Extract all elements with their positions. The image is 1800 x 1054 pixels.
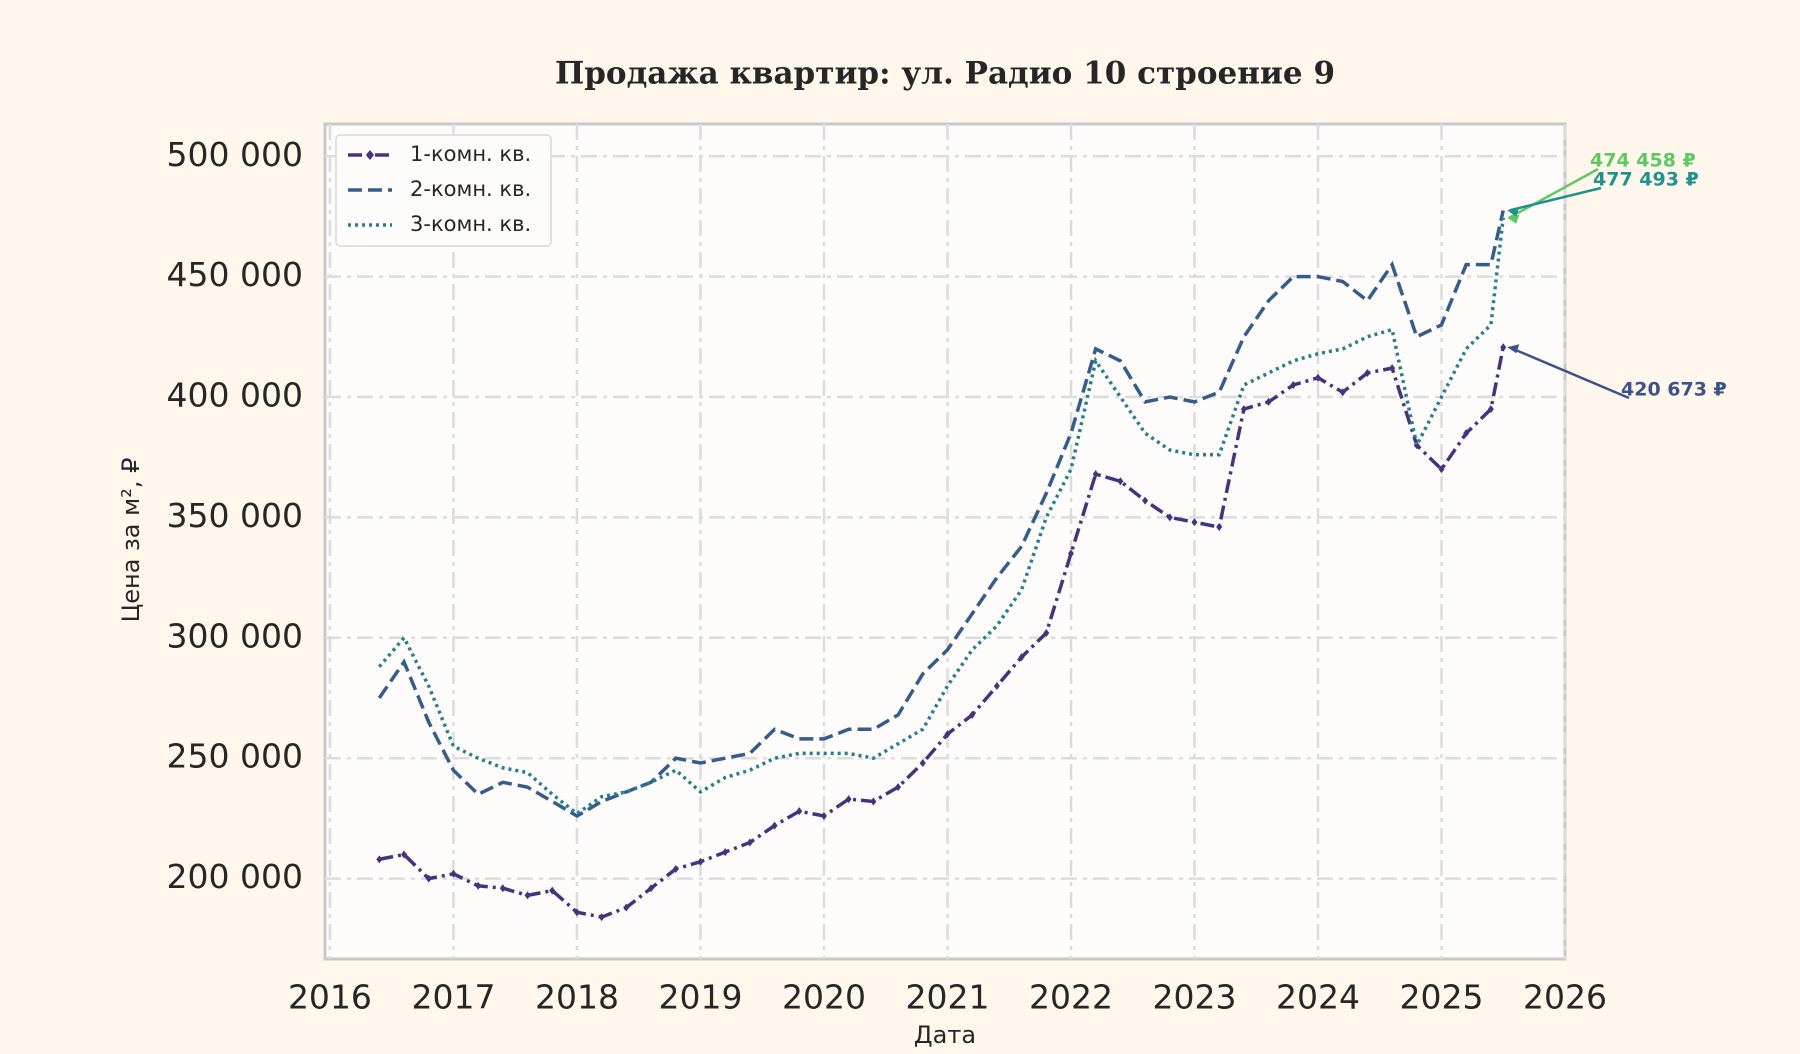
legend-label: 3-комн. кв. [410,212,531,236]
y-axis-label: Цена за м², ₽ [117,458,145,623]
point-marker [796,807,803,816]
point-marker [598,913,605,922]
point-marker [1339,388,1346,397]
annotation-arrowhead [1507,344,1520,354]
point-marker [1364,368,1371,377]
point-marker [697,857,704,866]
point-marker [722,848,729,857]
point-marker [1438,465,1445,474]
point-marker [1142,496,1149,505]
point-marker [425,874,432,883]
point-marker [499,884,506,893]
annotation-label: 420 673 ₽ [1621,379,1727,401]
x-tick-label: 2019 [658,978,742,1017]
point-marker [820,811,827,820]
point-marker [1500,343,1507,352]
x-tick-label: 2025 [1400,978,1484,1017]
point-marker [573,908,580,917]
point-marker [672,864,679,873]
y-tick-label: 500 000 [167,135,303,174]
point-marker [1117,477,1124,486]
point-marker [771,821,778,830]
point-marker [1463,429,1470,438]
point-marker [944,730,951,739]
point-marker [1092,470,1099,479]
point-marker [1240,405,1247,414]
x-tick-label: 2022 [1029,978,1113,1017]
legend-marker [366,150,374,160]
point-marker [475,881,482,890]
x-tick-label: 2026 [1523,978,1607,1017]
annotation-arrow [1508,346,1630,400]
series-line [377,210,1505,819]
y-tick-label: 200 000 [167,857,303,896]
point-marker [895,783,902,792]
legend-box [335,134,552,247]
x-tick-label: 2016 [288,978,372,1017]
point-marker [993,681,1000,690]
point-marker [1265,397,1272,406]
point-marker [1191,518,1198,527]
legend-label: 1-комн. кв. [410,142,531,166]
point-marker [870,797,877,806]
x-tick-label: 2017 [411,978,495,1017]
x-tick-label: 2023 [1152,978,1236,1017]
x-axis-label: Дата [914,1021,976,1049]
point-marker [401,850,408,859]
plot-area [323,122,1567,961]
x-tick-label: 2021 [905,978,989,1017]
point-marker [376,855,383,864]
point-marker [1216,523,1223,532]
point-marker [524,891,531,900]
y-tick-label: 400 000 [167,376,303,415]
point-marker [1166,513,1173,522]
point-marker [450,869,457,878]
point-marker [1290,380,1297,389]
x-tick-label: 2018 [535,978,619,1017]
point-marker [969,710,976,719]
point-marker [1018,653,1025,662]
point-marker [919,759,926,768]
y-tick-label: 450 000 [167,255,303,294]
x-tick-label: 2024 [1276,978,1360,1017]
annotation-label: 474 458 ₽ [1590,150,1696,172]
chart-title: Продажа квартир: ул. Радио 10 строение 9 [555,56,1335,92]
annotation-arrow [1508,186,1602,212]
point-marker [623,903,630,912]
x-tick-label: 2020 [782,978,866,1017]
point-marker [1487,405,1494,414]
y-tick-label: 250 000 [167,737,303,776]
annotation-arrowhead [1507,207,1520,217]
point-marker [746,838,753,847]
point-marker [1314,373,1321,382]
point-marker [1389,364,1396,373]
annotation-arrow [1508,167,1599,219]
y-tick-label: 300 000 [167,616,303,655]
point-marker [845,795,852,804]
legend-label: 2-комн. кв. [410,177,531,201]
point-marker [648,884,655,893]
y-tick-label: 350 000 [167,496,303,535]
point-marker [549,886,556,895]
point-marker [1043,628,1050,637]
point-marker [1067,549,1074,558]
annotation-label: 477 493 ₽ [1593,169,1699,191]
annotation-arrowhead [1507,214,1520,224]
